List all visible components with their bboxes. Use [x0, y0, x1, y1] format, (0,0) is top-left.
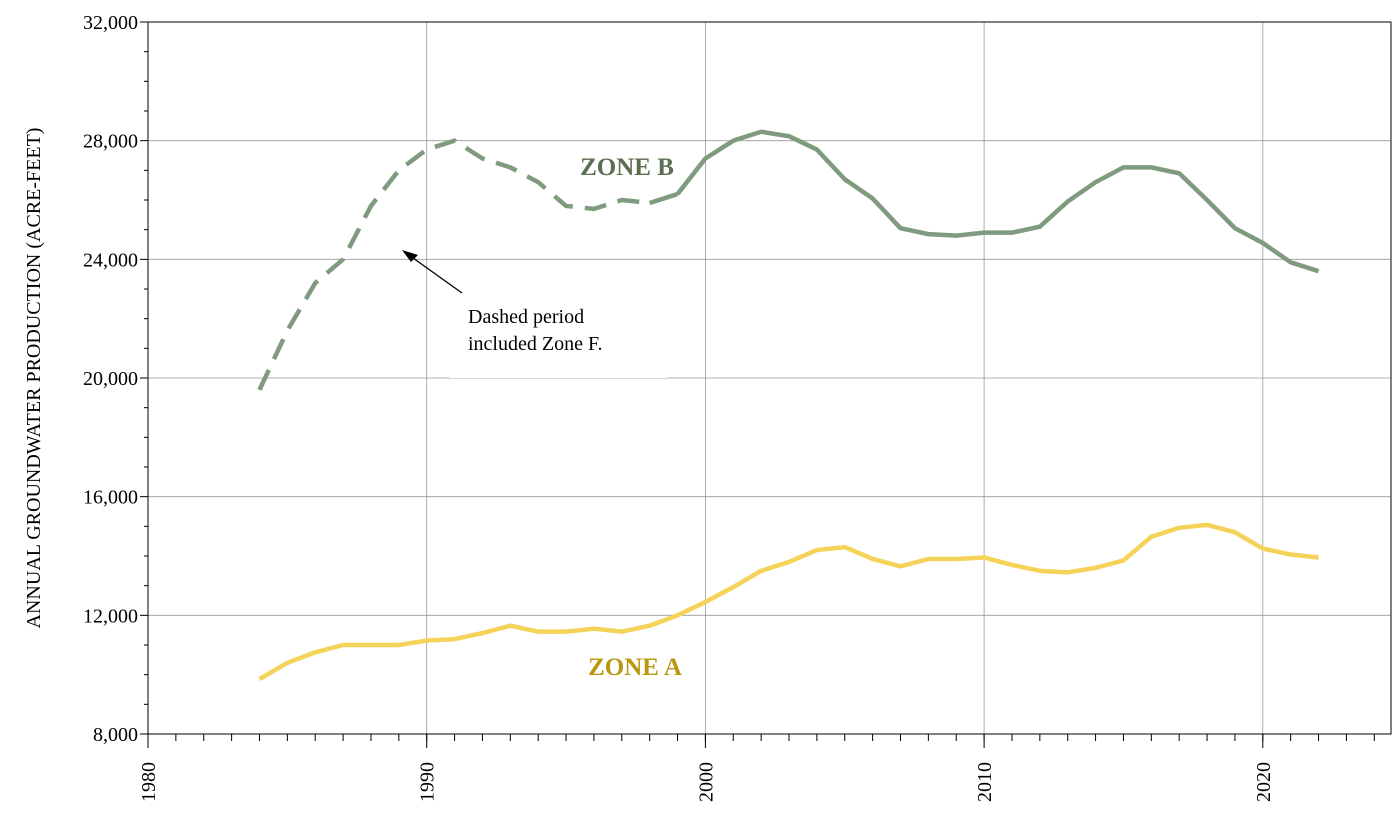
- annotation-arrow: [405, 252, 463, 294]
- series-label: ZONE A: [588, 654, 682, 681]
- line: [258, 522, 1319, 682]
- y-tick-label: 32,000: [83, 12, 138, 34]
- series-label: ZONE B: [580, 154, 674, 181]
- x-tick-label: 2010: [974, 762, 996, 802]
- annotation-box: [450, 290, 668, 378]
- annotation-arrowhead: [402, 250, 418, 262]
- annotation-text: included Zone F.: [468, 333, 602, 355]
- line-solid: [675, 129, 1320, 274]
- annotation-text: Dashed period: [468, 306, 584, 328]
- line-connector: [648, 191, 679, 206]
- x-tick-label: 1990: [417, 762, 439, 802]
- y-tick-label: 28,000: [83, 131, 138, 153]
- x-tick-label: 1980: [138, 762, 160, 802]
- y-tick-label: 20,000: [83, 368, 138, 390]
- plot-frame: [147, 21, 1392, 735]
- y-tick-label: 8,000: [93, 724, 138, 746]
- y-tick-label: 12,000: [83, 605, 138, 627]
- line-dashed: [257, 138, 650, 391]
- x-tick-label: 2000: [695, 762, 717, 802]
- x-tick-label: 2020: [1253, 762, 1275, 802]
- y-tick-label: 16,000: [83, 487, 138, 509]
- y-axis-label: ANNUAL GROUNDWATER PRODUCTION (ACRE-FEET…: [23, 128, 45, 629]
- y-tick-label: 24,000: [83, 249, 138, 271]
